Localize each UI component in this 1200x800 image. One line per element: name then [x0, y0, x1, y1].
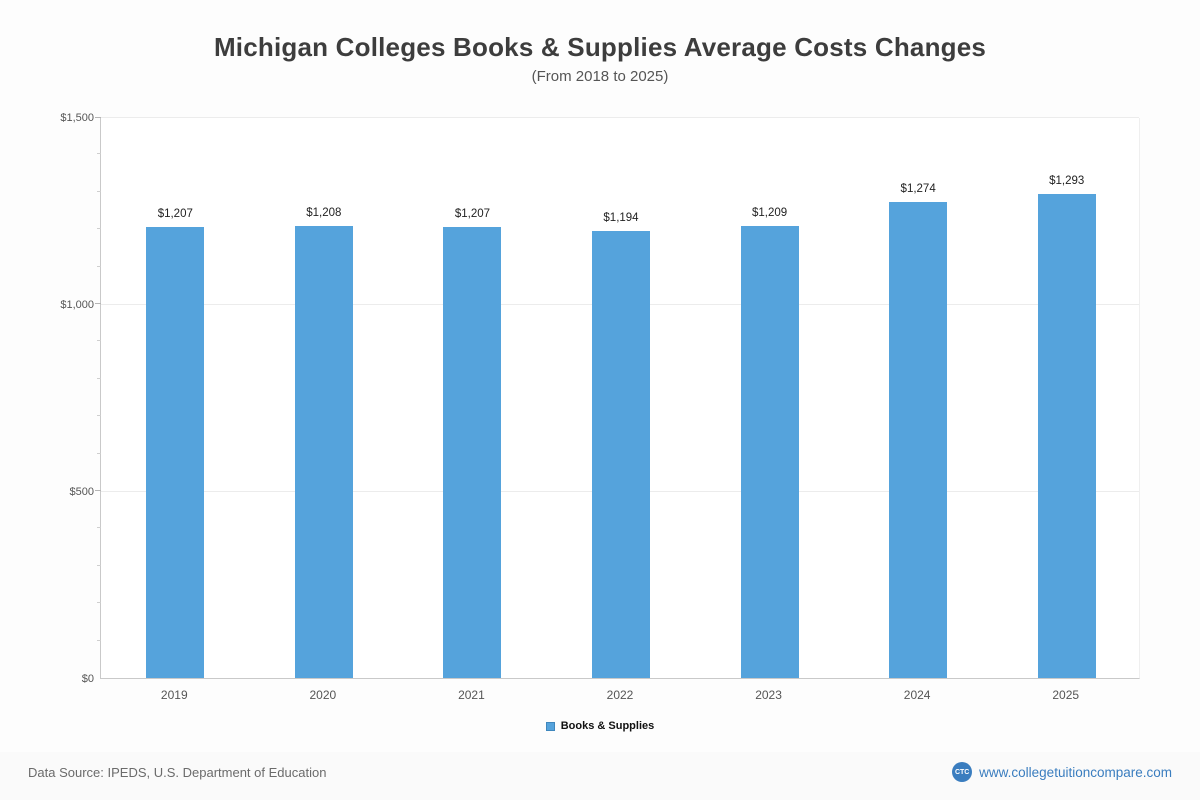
y-axis-minor-tick	[97, 377, 101, 379]
y-axis-minor-tick	[97, 564, 101, 566]
chart: $1,207 $1,208 $1,207 $1,194 $1,209 $1,274 $1,2…	[60, 112, 1140, 702]
bar	[1037, 194, 1096, 678]
y-axis-minor-tick	[97, 527, 101, 529]
bar-value-label: $1,274	[900, 182, 936, 195]
y-axis-tick-label: $0	[81, 673, 94, 685]
footer: Data Source: IPEDS, U.S. Department of E…	[0, 752, 1200, 800]
bar-value-label: $1,194	[603, 212, 639, 225]
site-link-label: www.collegetuitioncompare.com	[979, 764, 1172, 780]
y-axis-minor-tick	[97, 228, 101, 230]
x-axis-label: 2021	[458, 688, 485, 702]
chart-subtitle: (From 2018 to 2025)	[531, 68, 669, 85]
bar	[592, 231, 650, 678]
bar	[740, 225, 799, 678]
legend-label: Books & Supplies	[560, 720, 655, 732]
y-axis-minor-tick	[97, 602, 101, 604]
bar-value-label: $1,207	[454, 207, 491, 220]
y-axis-tick	[95, 490, 101, 491]
site-logo-icon: CTC	[952, 762, 973, 782]
bar-value-label: $1,208	[306, 207, 342, 220]
chart-title: Michigan Colleges Books & Supplies Avera…	[213, 32, 987, 62]
bar	[443, 226, 502, 678]
plot-area: $1,207 $1,208 $1,207 $1,194 $1,209 $1,274 $1,2…	[95, 117, 1140, 679]
site-link[interactable]: CTC www.collegetuitioncompare.com	[952, 762, 1172, 782]
x-axis-label: 2020	[309, 688, 337, 702]
legend-marker-icon	[545, 721, 555, 731]
x-axis-label: 2019	[160, 688, 188, 702]
y-axis-minor-tick	[97, 639, 101, 641]
legend: Books & Supplies	[0, 720, 1200, 732]
bar	[889, 201, 948, 678]
y-axis-tick-label: $1,000	[60, 299, 94, 311]
y-axis-tick-label: $500	[69, 486, 94, 498]
y-axis-tick-label: $1,500	[60, 112, 94, 124]
bar	[294, 226, 353, 678]
y-axis-minor-tick	[97, 340, 101, 342]
x-axis-label: 2023	[755, 688, 782, 702]
x-axis-label: 2022	[606, 688, 634, 702]
bar-value-label: $1,293	[1049, 175, 1085, 188]
y-axis-minor-tick	[97, 265, 101, 267]
y-axis-minor-tick	[97, 190, 101, 192]
bar	[146, 226, 205, 678]
y-axis-minor-tick	[97, 452, 101, 454]
data-source-text: Data Source: IPEDS, U.S. Department of E…	[28, 765, 327, 780]
x-axis-label: 2024	[903, 688, 931, 702]
bar-value-label: $1,209	[751, 206, 788, 219]
y-axis-minor-tick	[97, 415, 101, 417]
bar-value-label: $1,207	[157, 207, 193, 220]
y-axis-tick	[95, 303, 101, 304]
y-axis-tick	[95, 117, 101, 118]
y-axis-minor-tick	[97, 153, 101, 155]
x-axis-label: 2025	[1052, 688, 1080, 702]
gridline	[101, 117, 1139, 118]
